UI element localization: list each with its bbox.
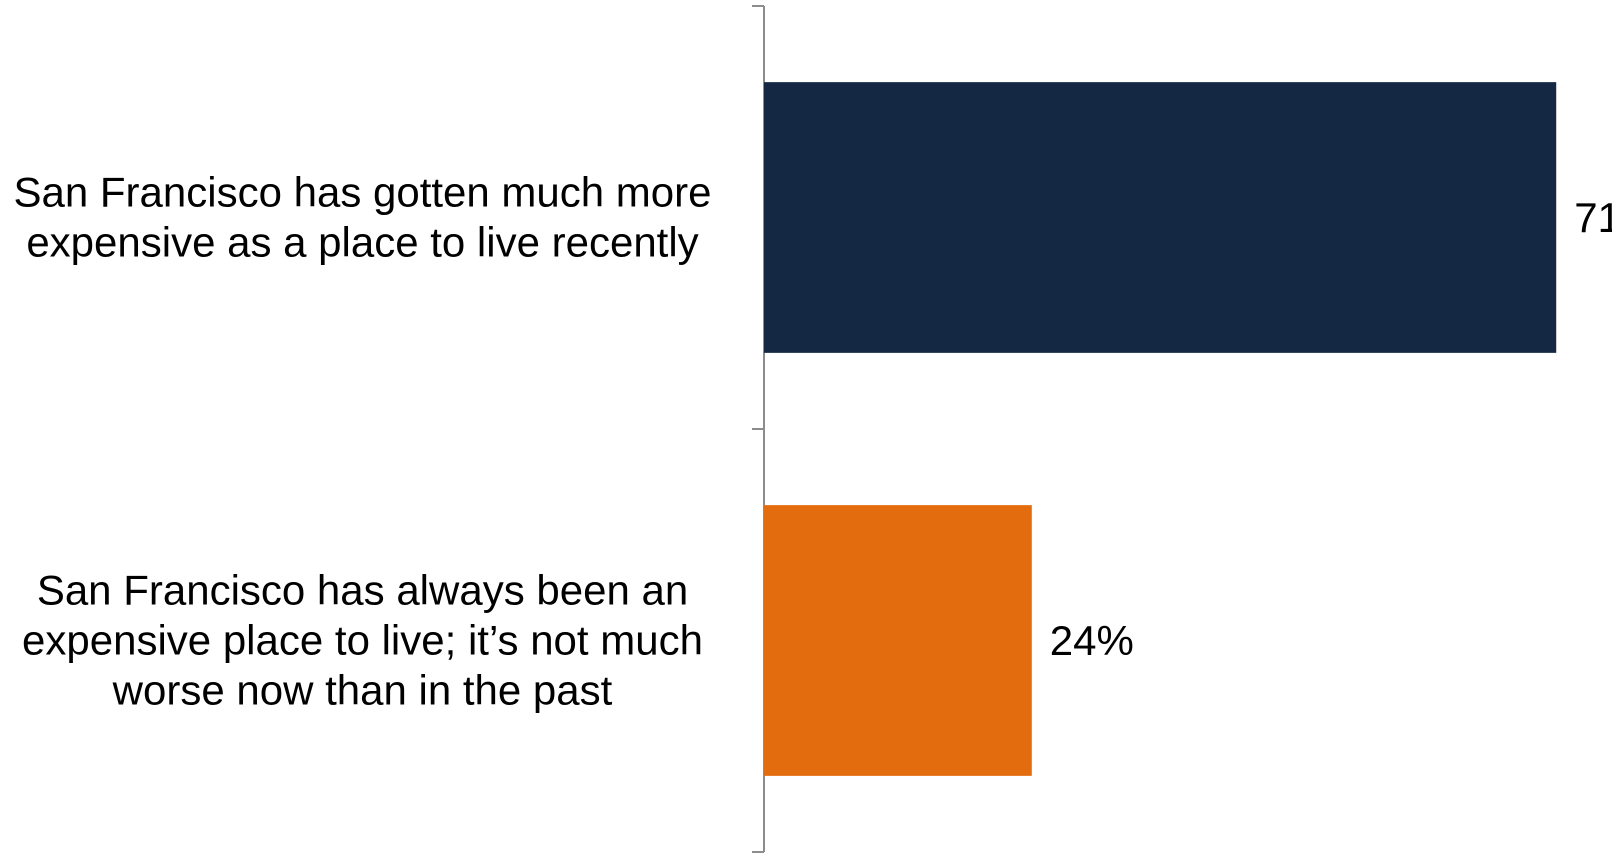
data-labels-group: 71% 24%	[1050, 194, 1612, 664]
data-label-2: 24%	[1050, 617, 1134, 664]
bar-2	[764, 505, 1032, 776]
bar-1	[764, 82, 1557, 353]
category-label-line: San Francisco has always been an	[36, 565, 689, 613]
data-label-1: 71%	[1574, 194, 1612, 241]
category-label-2: San Francisco has always been an expensiv…	[0, 565, 725, 716]
category-label-line: expensive place to live; it’s not much	[22, 616, 703, 664]
category-label-line: worse now than in the past	[112, 666, 613, 714]
category-label-line: expensive as a place to live recently	[26, 218, 699, 266]
category-label-line: San Francisco has gotten much more	[13, 168, 712, 216]
category-label-1: San Francisco has gotten much more expens…	[0, 167, 725, 268]
bars-group	[764, 82, 1557, 776]
